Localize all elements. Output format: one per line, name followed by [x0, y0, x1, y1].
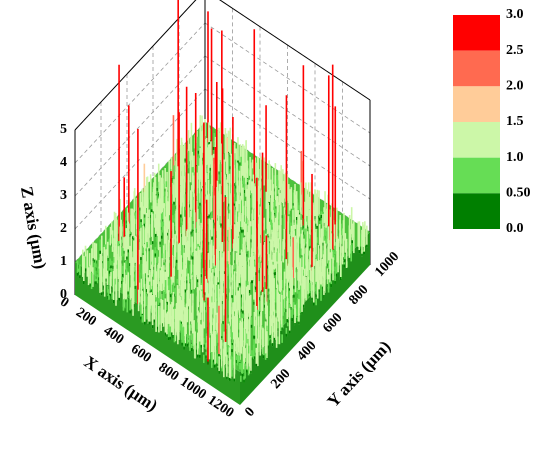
x-tick-label: 600 [128, 342, 154, 366]
y-axis-title: Y axis (μm) [323, 337, 394, 411]
colorbar-bin [453, 15, 500, 51]
colorbar-bin [453, 86, 500, 122]
x-axis-title: X axis (μm) [81, 352, 161, 415]
y-tick-label: 0 [242, 405, 258, 420]
grid-line [74, 55, 206, 197]
axis-edge [219, 0, 371, 101]
x-tick-label: 400 [101, 323, 127, 347]
grid-line [204, 22, 371, 134]
z-tick-label: 1 [60, 254, 67, 269]
z-axis-title: Z axis (μm) [17, 185, 50, 270]
colorbar-bin [453, 157, 500, 194]
colorbar-label: 0.50 [506, 186, 531, 201]
surface [75, 0, 370, 405]
grid-line [74, 88, 206, 230]
colorbar-label: 1.0 [506, 150, 524, 165]
colorbar-label: 1.5 [506, 114, 524, 129]
x-tick-label: 200 [73, 305, 99, 329]
surface-front-y [240, 232, 370, 405]
grid-line [219, 0, 371, 101]
z-tick-label: 2 [60, 221, 67, 236]
colorbar-label: 2.5 [506, 43, 524, 58]
colorbar-label: 2.0 [506, 79, 524, 94]
colorbar-bin [453, 50, 500, 87]
x-tick-label: 800 [156, 360, 182, 384]
y-tick-label: 1000 [372, 249, 402, 280]
z-tick-label: 0 [60, 287, 67, 302]
z-tick-label: 5 [60, 122, 67, 137]
z-tick-label: 4 [60, 155, 67, 170]
grid-line [74, 22, 206, 164]
colorbar-bin [453, 193, 500, 229]
colorbar-label: 3.0 [506, 7, 524, 22]
axis-edge [74, 0, 197, 131]
colorbar-label: 0.0 [506, 221, 524, 236]
colorbar-bin [453, 122, 500, 158]
z-tick-label: 3 [60, 188, 67, 203]
